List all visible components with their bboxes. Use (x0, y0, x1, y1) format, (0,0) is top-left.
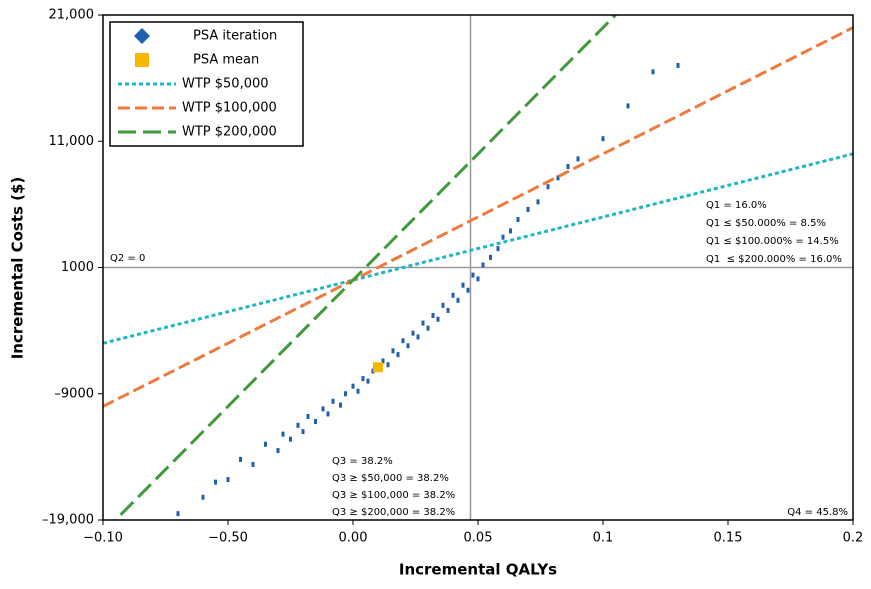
psa-point (344, 391, 347, 397)
psa-point (264, 441, 267, 447)
psa-point (411, 330, 415, 336)
x-tick-label: 0.15 (714, 531, 743, 546)
psa-point (326, 411, 330, 417)
legend-label: WTP $200,000 (182, 125, 277, 140)
psa-point (396, 352, 400, 358)
psa-point (321, 406, 325, 412)
psa-point (239, 456, 242, 462)
annotation: Q2 = 0 (110, 253, 145, 264)
psa-point (289, 436, 292, 442)
psa-point (436, 316, 440, 322)
y-tick-label: 21,000 (49, 8, 95, 23)
legend-marker (135, 53, 149, 67)
annotation: Q4 = 45.8% (787, 507, 848, 518)
y-tick-label: –19,000 (42, 513, 94, 528)
x-tick-label: 0.00 (339, 531, 368, 546)
psa-point (331, 398, 335, 404)
psa-point (509, 228, 512, 234)
psa-point (296, 422, 300, 428)
psa-point (466, 287, 470, 293)
y-tick-label: 1000 (61, 260, 94, 275)
psa-point (451, 292, 455, 298)
psa-point (356, 388, 360, 394)
x-tick-label: −0.10 (83, 531, 123, 546)
psa-point (214, 479, 217, 485)
psa-point (401, 338, 405, 344)
psa-point (516, 217, 520, 223)
x-tick-label: 0.1 (593, 531, 614, 546)
psa-point (431, 312, 435, 318)
psa-point (226, 477, 230, 483)
y-tick-label: –9000 (54, 386, 94, 401)
x-tick-label: −0.50 (208, 531, 248, 546)
annotation: Q3 ≥ $200,000 = 38.2% (332, 507, 455, 518)
x-tick-label: 0.2 (843, 531, 864, 546)
psa-point (251, 461, 255, 467)
psa-point (441, 302, 445, 308)
legend-marker (134, 28, 150, 44)
psa-point (366, 378, 370, 384)
psa-point (421, 320, 425, 326)
psa-point (381, 358, 385, 364)
annotation: Q3 ≥ $100,000 = 38.2% (332, 490, 455, 501)
psa-point (476, 276, 480, 282)
x-tick-label: 0.05 (464, 531, 493, 546)
psa-point (391, 348, 395, 354)
psa-point (456, 297, 460, 303)
psa-point (446, 307, 450, 313)
annotation: Q1 ≤ $100.000% = 14.5% (706, 236, 839, 247)
psa-point (626, 103, 630, 109)
psa-point (426, 325, 430, 331)
psa-point (406, 343, 410, 349)
psa-point (566, 164, 570, 169)
wtp-line (113, 15, 618, 520)
annotation: Q1 = 16.0% (706, 200, 767, 211)
wtp-line (103, 26, 853, 408)
psa-point (176, 511, 180, 517)
annotation: Q1 ≤ $200.000% = 16.0% (706, 254, 842, 265)
annotation: Q1 ≤ $50.000% = 8.5% (706, 218, 826, 229)
psa-point (536, 199, 540, 205)
psa-point (314, 419, 317, 425)
psa-point (416, 334, 420, 340)
psa-point (461, 282, 465, 288)
psa-point (339, 402, 342, 408)
psa-point (386, 362, 390, 368)
legend-label: WTP $100,000 (182, 101, 277, 116)
psa-point (276, 448, 280, 454)
plot-border (102, 14, 854, 521)
psa-point (351, 383, 355, 389)
psa-point (471, 272, 475, 278)
psa-point (306, 413, 310, 419)
psa-point (651, 69, 655, 75)
y-tick-label: 11,000 (49, 134, 95, 149)
psa-point (201, 494, 205, 500)
psa-point (556, 175, 560, 181)
psa-point (301, 429, 305, 435)
legend-label: PSA iteration (193, 29, 277, 44)
psa-point (361, 376, 365, 382)
annotation: Q3 = 38.2% (332, 456, 393, 467)
psa-point (576, 156, 580, 162)
legend-label: WTP $50,000 (182, 77, 269, 92)
psa-point (496, 246, 500, 252)
legend-label: PSA mean (193, 53, 259, 68)
psa-mean (373, 362, 383, 373)
psa-point (481, 262, 485, 268)
x-axis-label: Incremental QALYs (399, 561, 557, 579)
psa-point (281, 431, 285, 437)
psa-point (501, 234, 505, 240)
psa-point (601, 136, 605, 142)
psa-point (546, 184, 550, 190)
wtp-line (103, 152, 853, 345)
psa-point (676, 63, 680, 68)
annotation: Q3 ≥ $50,000 = 38.2% (332, 473, 449, 484)
y-axis-label: Incremental Costs ($) (9, 177, 27, 360)
psa-point (526, 206, 530, 212)
psa-point (489, 254, 492, 260)
